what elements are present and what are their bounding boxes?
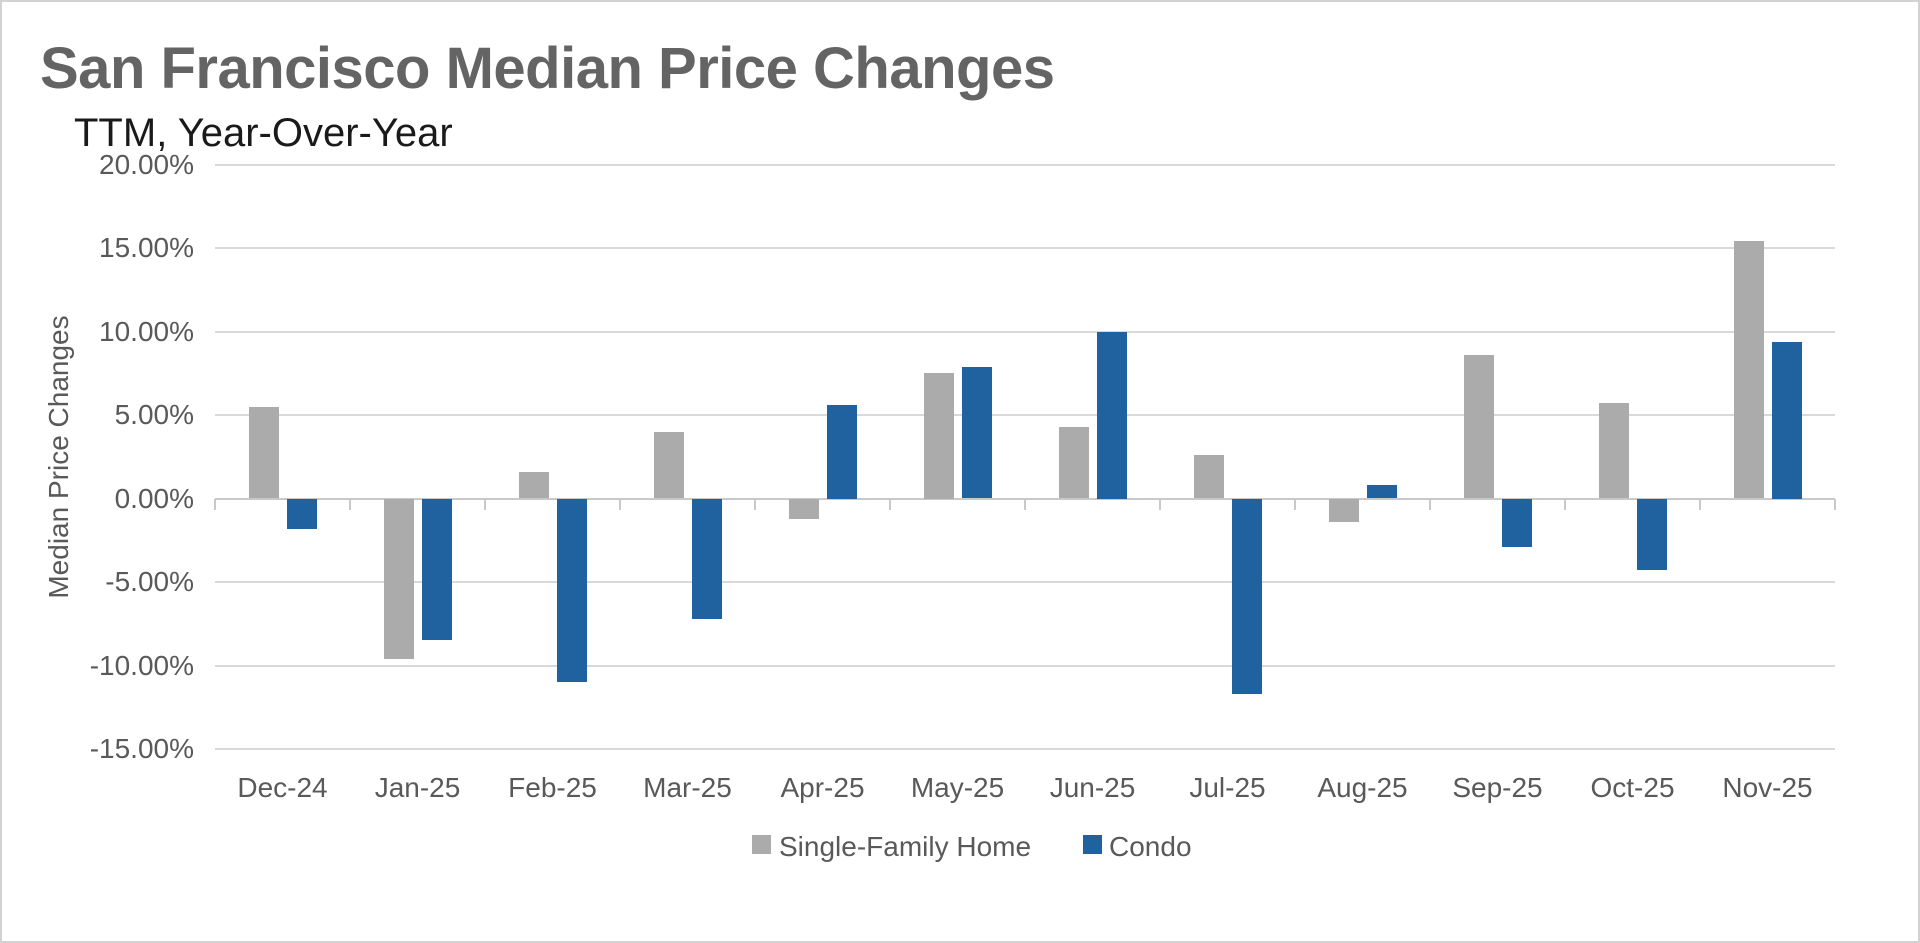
gridline — [215, 748, 1835, 750]
bar-single-family-home-apr-25 — [788, 498, 819, 519]
bar-single-family-home-aug-25 — [1328, 498, 1359, 522]
axis-tick — [1159, 498, 1161, 510]
x-tick-label: Dec-24 — [237, 772, 328, 803]
x-tick-label: Oct-25 — [1590, 772, 1675, 803]
bar-condo-apr-25 — [827, 405, 857, 499]
bar-single-family-home-feb-25 — [518, 471, 549, 499]
y-tick-label: 0.00% — [114, 482, 194, 514]
y-tick-label: -15.00% — [89, 733, 194, 764]
x-tick-label: Jan-25 — [374, 772, 461, 803]
x-tick-label: Mar-25 — [643, 772, 732, 803]
gridline — [215, 414, 1835, 416]
bar-condo-aug-25 — [1367, 485, 1397, 499]
y-tick-label: 10.00% — [99, 315, 194, 347]
axis-tick — [484, 498, 486, 510]
y-tick-label: 20.00% — [99, 148, 194, 180]
bar-single-family-home-jun-25 — [1058, 426, 1089, 499]
x-tick-label: Sep-25 — [1452, 772, 1543, 803]
bar-condo-dec-24 — [287, 498, 317, 529]
x-tick-label: Aug-25 — [1317, 772, 1408, 803]
axis-tick — [1699, 498, 1701, 510]
axis-tick — [889, 498, 891, 510]
y-tick-label: 15.00% — [99, 232, 194, 263]
bar-single-family-home-jul-25 — [1193, 455, 1224, 499]
axis-tick — [619, 498, 621, 510]
gridline — [215, 247, 1835, 249]
bar-single-family-home-mar-25 — [653, 431, 684, 499]
gridline — [215, 664, 1835, 667]
y-tick-label: -10.00% — [89, 649, 194, 681]
gridline — [215, 330, 1835, 333]
legend-swatch-single-family-home — [752, 835, 771, 854]
x-tick-label: Apr-25 — [780, 772, 865, 803]
gridline — [215, 163, 1835, 166]
x-tick-label: Feb-25 — [508, 772, 597, 803]
x-tick-label: Nov-25 — [1722, 772, 1813, 803]
x-tick-label: Jun-25 — [1049, 772, 1136, 803]
bar-single-family-home-may-25 — [923, 373, 954, 499]
bar-condo-mar-25 — [692, 498, 722, 619]
chart-title: San Francisco Median Price Changes — [40, 36, 1055, 101]
x-tick-label: Jul-25 — [1189, 772, 1266, 803]
bar-condo-feb-25 — [557, 498, 587, 683]
bar-single-family-home-oct-25 — [1598, 403, 1629, 499]
bar-condo-jun-25 — [1097, 331, 1127, 499]
axis-tick — [349, 498, 351, 510]
gridline — [215, 581, 1835, 583]
axis-tick — [1834, 498, 1836, 510]
bar-condo-jul-25 — [1232, 498, 1262, 694]
bar-condo-jan-25 — [422, 498, 452, 641]
bar-single-family-home-nov-25 — [1733, 241, 1764, 499]
bar-condo-sep-25 — [1502, 498, 1532, 547]
bar-condo-may-25 — [962, 366, 992, 499]
bar-condo-nov-25 — [1772, 341, 1802, 499]
axis-tick — [1429, 498, 1431, 510]
bar-single-family-home-dec-24 — [248, 406, 279, 499]
axis-tick — [214, 498, 216, 510]
legend-label-single-family-home: Single-Family Home — [779, 831, 1032, 862]
axis-tick — [1294, 498, 1296, 510]
bar-single-family-home-jan-25 — [383, 498, 414, 659]
x-tick-label: May-25 — [910, 772, 1005, 803]
chart-subtitle: TTM, Year-Over-Year — [74, 111, 453, 155]
axis-tick — [1024, 498, 1026, 510]
y-tick-label: -5.00% — [105, 566, 194, 597]
axis-tick — [754, 498, 756, 510]
bar-condo-oct-25 — [1637, 498, 1667, 571]
axis-tick — [1564, 498, 1566, 510]
bar-single-family-home-sep-25 — [1463, 354, 1494, 499]
legend-label-condo: Condo — [1109, 831, 1192, 862]
y-tick-label: 5.00% — [114, 399, 194, 430]
legend-swatch-condo — [1083, 835, 1102, 854]
